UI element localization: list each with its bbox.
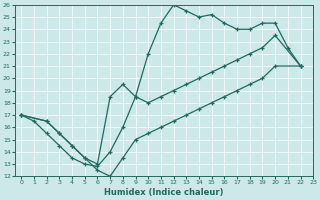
- X-axis label: Humidex (Indice chaleur): Humidex (Indice chaleur): [104, 188, 224, 197]
